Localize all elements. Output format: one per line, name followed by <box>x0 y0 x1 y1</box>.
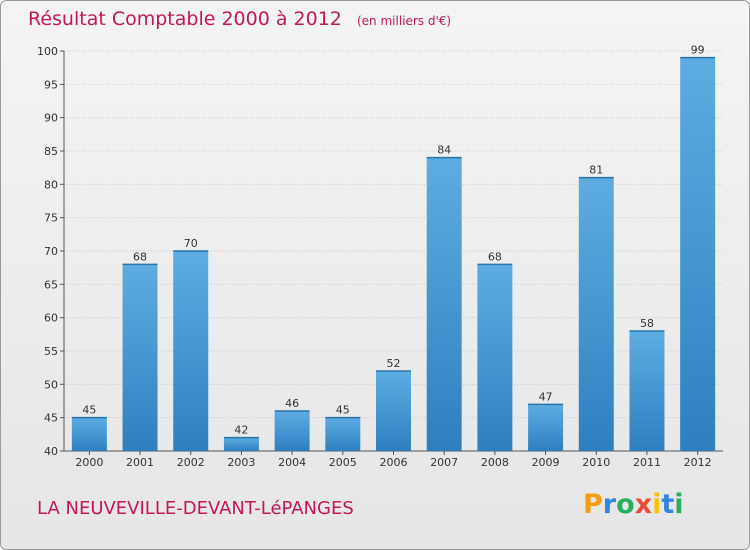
x-tick-label: 2005 <box>329 456 357 469</box>
data-label: 84 <box>437 144 451 157</box>
chart-title-unit: (en milliers d'€) <box>356 14 452 28</box>
data-label: 46 <box>285 397 299 410</box>
logo-letter: i <box>652 489 662 520</box>
logo-letter: t <box>661 489 675 520</box>
x-tick-label: 2007 <box>430 456 458 469</box>
x-tick-label: 2009 <box>532 456 560 469</box>
x-tick-label: 2003 <box>227 456 255 469</box>
y-tick-label: 45 <box>44 412 58 425</box>
bar <box>223 437 259 451</box>
y-tick-label: 85 <box>44 145 58 158</box>
x-tick-label: 2000 <box>75 456 103 469</box>
bar <box>173 251 209 451</box>
y-tick-label: 40 <box>44 445 58 458</box>
data-label: 45 <box>82 404 96 417</box>
logo-letter: P <box>583 489 603 520</box>
bar <box>122 264 158 451</box>
bar <box>629 331 665 451</box>
bar <box>325 417 361 451</box>
x-tick-label: 2010 <box>582 456 610 469</box>
bar <box>376 371 411 451</box>
x-tick-label: 2012 <box>684 456 712 469</box>
commune-name: LA NEUVEVILLE-DEVANT-LéPANGES <box>37 498 354 519</box>
x-tick-label: 2011 <box>633 456 661 469</box>
data-label: 68 <box>133 250 147 263</box>
proxiti-logo: Proxiti <box>583 489 684 520</box>
data-label: 68 <box>488 250 502 263</box>
bar <box>274 411 310 451</box>
bar <box>578 177 614 451</box>
logo-letter: i <box>674 489 684 520</box>
y-tick-label: 100 <box>37 45 58 58</box>
bar <box>426 157 462 451</box>
y-tick-label: 75 <box>44 212 58 225</box>
bar <box>680 57 716 452</box>
x-tick-label: 2008 <box>481 456 509 469</box>
y-tick-label: 80 <box>44 178 58 191</box>
bar <box>528 404 564 451</box>
y-tick-label: 55 <box>44 345 58 358</box>
data-label: 81 <box>589 164 603 177</box>
data-label: 52 <box>387 357 401 370</box>
x-tick-label: 2004 <box>278 456 306 469</box>
logo-letter: o <box>616 489 635 520</box>
x-tick-label: 2001 <box>126 456 154 469</box>
y-tick-label: 65 <box>44 278 58 291</box>
y-tick-label: 95 <box>44 78 58 91</box>
data-label: 99 <box>691 44 705 57</box>
logo-letter: r <box>602 489 617 520</box>
chart-title-main: Résultat Comptable 2000 à 2012 <box>28 8 342 30</box>
data-label: 70 <box>184 237 198 250</box>
data-label: 45 <box>336 404 350 417</box>
data-label: 42 <box>234 424 248 437</box>
y-tick-label: 70 <box>44 245 58 258</box>
data-label: 47 <box>539 390 553 403</box>
bar <box>477 264 513 451</box>
bar <box>71 417 107 451</box>
y-tick-label: 50 <box>44 378 58 391</box>
x-tick-label: 2006 <box>380 456 408 469</box>
chart-title: Résultat Comptable 2000 à 2012 (en milli… <box>28 8 451 30</box>
data-label: 58 <box>640 317 654 330</box>
y-tick-label: 60 <box>44 312 58 325</box>
logo-letter: x <box>634 489 653 520</box>
x-tick-label: 2002 <box>177 456 205 469</box>
y-tick-label: 90 <box>44 112 58 125</box>
